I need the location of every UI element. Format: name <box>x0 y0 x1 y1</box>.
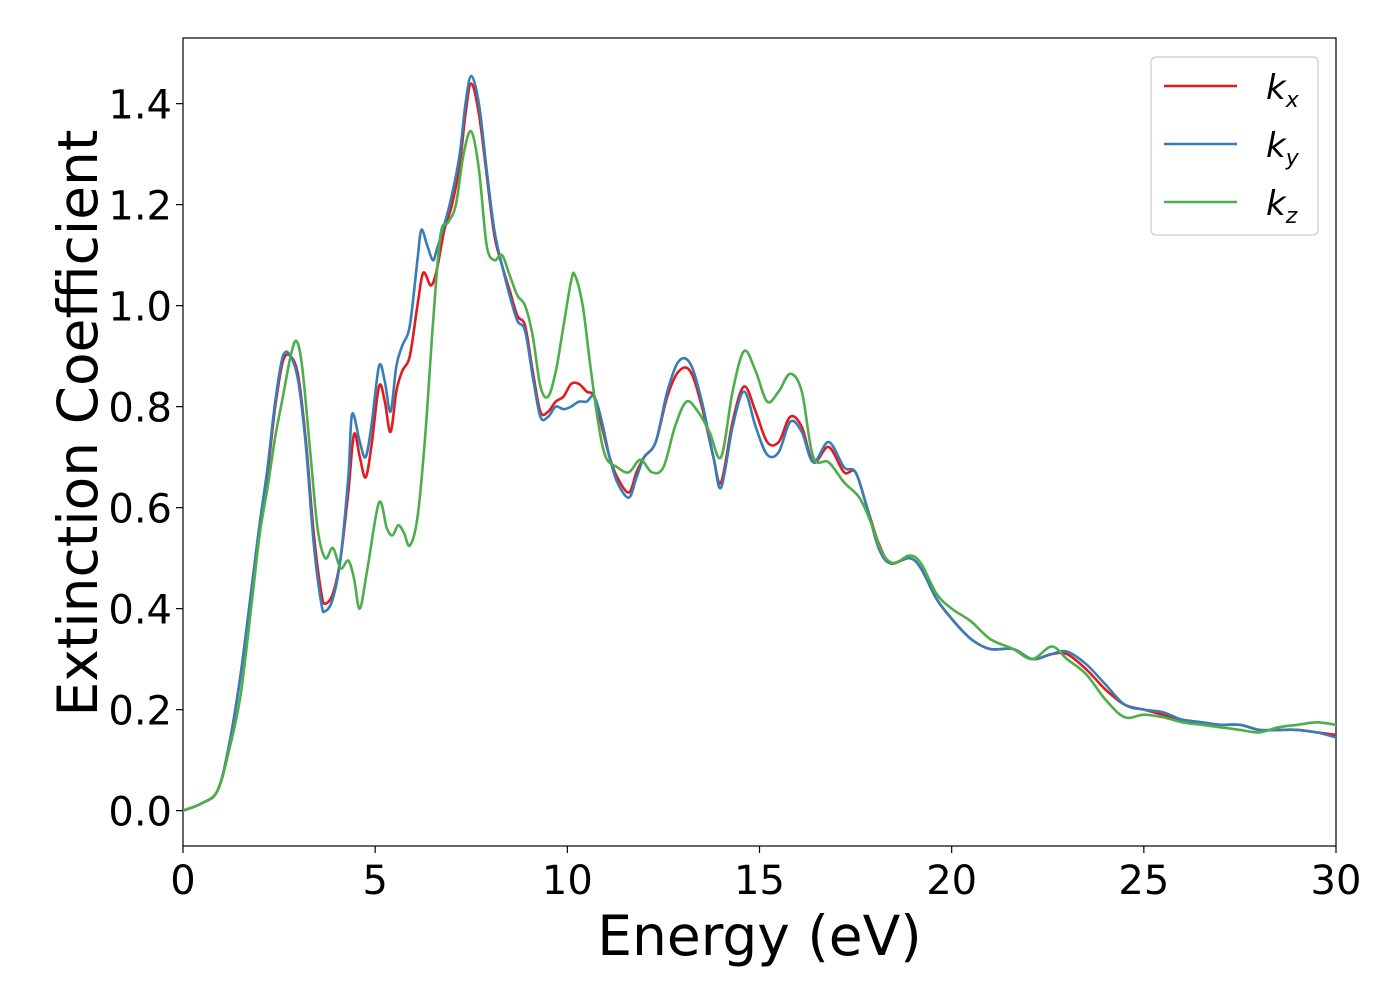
y-tick-label: 1.2 <box>108 184 172 230</box>
x-axis: 0 5 10 15 20 25 30 <box>170 846 1361 904</box>
series-layer <box>183 74 1336 812</box>
y-tick-label: 0.2 <box>108 689 172 735</box>
x-tick-label: 25 <box>1118 858 1169 904</box>
x-tick-label: 0 <box>170 858 195 904</box>
y-tick-label: 0.6 <box>108 487 172 533</box>
x-tick-label: 30 <box>1311 858 1362 904</box>
legend-box <box>1150 56 1319 236</box>
x-tick-label: 20 <box>926 858 977 904</box>
y-axis-title: Extinction Coefficient <box>46 130 110 717</box>
y-tick-label: 1.4 <box>108 83 172 129</box>
x-tick-label: 5 <box>362 858 387 904</box>
y-tick-label: 0.4 <box>108 588 172 634</box>
series-line-kz <box>183 129 1336 812</box>
plot-frame <box>182 37 1337 847</box>
y-tick-label: 0.8 <box>108 386 172 432</box>
legend-label-ky: ky <box>1266 126 1300 171</box>
plot-area <box>182 37 1337 847</box>
series-line-ky <box>183 74 1336 812</box>
y-axis: 0.0 0.2 0.4 0.6 0.8 1.0 1.2 1.4 <box>108 83 183 836</box>
x-tick-label: 10 <box>542 858 593 904</box>
x-axis-title: Energy (eV) <box>597 904 921 968</box>
x-tick-label: 15 <box>734 858 785 904</box>
y-tick-label: 1.0 <box>108 285 172 331</box>
y-tick-label: 0.0 <box>108 790 172 836</box>
